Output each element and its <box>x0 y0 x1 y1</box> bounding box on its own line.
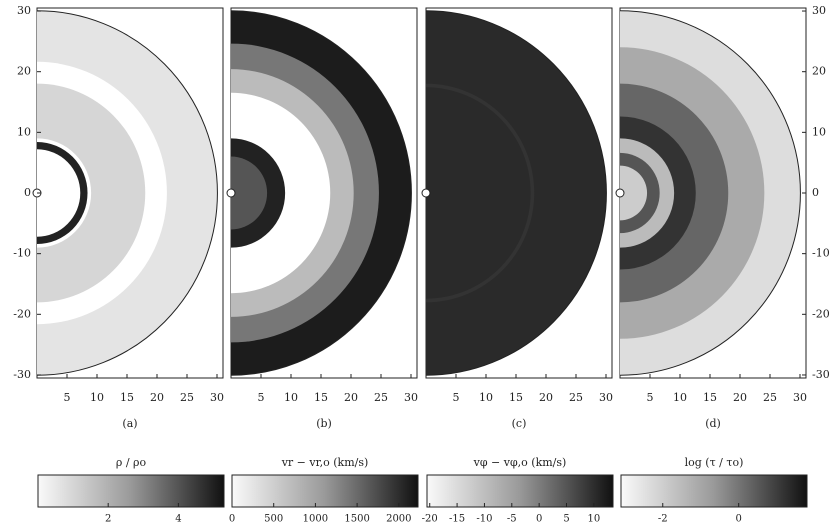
panel: 5 10 15 20 25 30 (b) vr − vr,o (km/s) 0 500 1000 15… <box>226 7 419 525</box>
y-tick-label: 20 <box>17 65 31 78</box>
y-tick-label: 0 <box>812 186 819 199</box>
boundary <box>230 10 412 376</box>
image-region <box>231 156 268 230</box>
x-tick-label: 30 <box>599 391 613 404</box>
colorbar-tick-label: -15 <box>449 514 465 525</box>
y-tick-label: -20 <box>812 307 830 320</box>
x-tick-label: 25 <box>569 391 583 404</box>
x-tick-label: 30 <box>793 391 807 404</box>
boundary <box>36 10 218 376</box>
colorbar-tick-label: 10 <box>587 514 600 525</box>
x-tick-label: 10 <box>479 391 493 404</box>
y-tick-label: -30 <box>13 368 31 381</box>
image-region <box>37 149 81 237</box>
colorbar-tick-label: 500 <box>264 514 283 525</box>
y-tick-label: 10 <box>812 125 826 138</box>
x-tick-label: 25 <box>180 391 194 404</box>
y-tick-label: 20 <box>812 65 826 78</box>
colorbar <box>231 474 419 508</box>
x-tick-label: 20 <box>733 391 747 404</box>
x-tick-label: 15 <box>703 391 717 404</box>
x-tick-label: 25 <box>763 391 777 404</box>
colorbar-tick-label: 1500 <box>344 514 369 525</box>
colorbar-tick-label: 0 <box>536 514 542 525</box>
x-tick-label: 20 <box>344 391 358 404</box>
x-tick-label: 15 <box>120 391 134 404</box>
colorbar-tick-label: -5 <box>507 514 517 525</box>
panel-label: (c) <box>512 417 527 430</box>
colorbar-tick-label: 0 <box>735 514 741 525</box>
y-tick-label: 30 <box>17 4 31 17</box>
colorbar-tick-label: -20 <box>422 514 438 525</box>
y-tick-label: 30 <box>812 4 826 17</box>
boundary <box>619 10 801 376</box>
x-tick-label: 15 <box>314 391 328 404</box>
panel-label: (d) <box>705 417 721 430</box>
panel: 5 10 15 20 25 30 -30 -20 -10 0 10 20 30 (a) ρ / ρo 2 4 <box>13 4 225 525</box>
colorbar-tick-label: 0 <box>229 514 235 525</box>
y-tick-label: -20 <box>13 307 31 320</box>
x-tick-label: 5 <box>64 391 71 404</box>
origin-marker <box>421 188 431 198</box>
colorbar-label: vφ − vφ,o (km/s) <box>473 456 567 469</box>
x-tick-label: 20 <box>150 391 164 404</box>
panel-label: (a) <box>122 417 137 430</box>
x-tick-label: 30 <box>210 391 224 404</box>
x-tick-label: 5 <box>647 391 654 404</box>
colorbar-tick-label: 2000 <box>386 514 411 525</box>
colorbar-tick-label: 1000 <box>303 514 328 525</box>
x-tick-label: 5 <box>258 391 265 404</box>
colorbar-tick-label: 5 <box>563 514 569 525</box>
x-tick-label: 10 <box>90 391 104 404</box>
colorbar-label: vr − vr,o (km/s) <box>281 456 369 469</box>
image-region <box>620 165 648 221</box>
x-tick-label: 20 <box>539 391 553 404</box>
colorbar-tick-label: 2 <box>105 514 111 525</box>
colorbar-tick-label: -10 <box>476 514 492 525</box>
colorbar-label: ρ / ρo <box>116 456 147 469</box>
colorbar-label: log (τ / τo) <box>685 456 744 469</box>
origin-marker <box>226 188 236 198</box>
panel-label: (b) <box>316 417 332 430</box>
y-tick-label: -10 <box>812 247 830 260</box>
image-region <box>426 87 531 299</box>
x-tick-label: 5 <box>453 391 460 404</box>
colorbar-tick-label: 4 <box>175 514 181 525</box>
y-tick-label: -10 <box>13 247 31 260</box>
x-tick-label: 10 <box>673 391 687 404</box>
origin-marker <box>615 188 625 198</box>
x-tick-label: 15 <box>509 391 523 404</box>
colorbar <box>37 474 225 508</box>
y-tick-label: 0 <box>24 186 31 199</box>
colorbar <box>426 474 614 508</box>
boundary <box>425 10 607 376</box>
y-tick-label: -30 <box>812 368 830 381</box>
colorbar-tick-label: -2 <box>658 514 668 525</box>
colorbar <box>620 474 808 508</box>
x-tick-label: 10 <box>284 391 298 404</box>
x-tick-label: 30 <box>404 391 418 404</box>
panel: 5 10 15 20 25 30 (c) vφ − vφ,o (km/s) -20 -15 -10 -… <box>421 7 614 525</box>
y-tick-label: 10 <box>17 125 31 138</box>
x-tick-label: 25 <box>374 391 388 404</box>
